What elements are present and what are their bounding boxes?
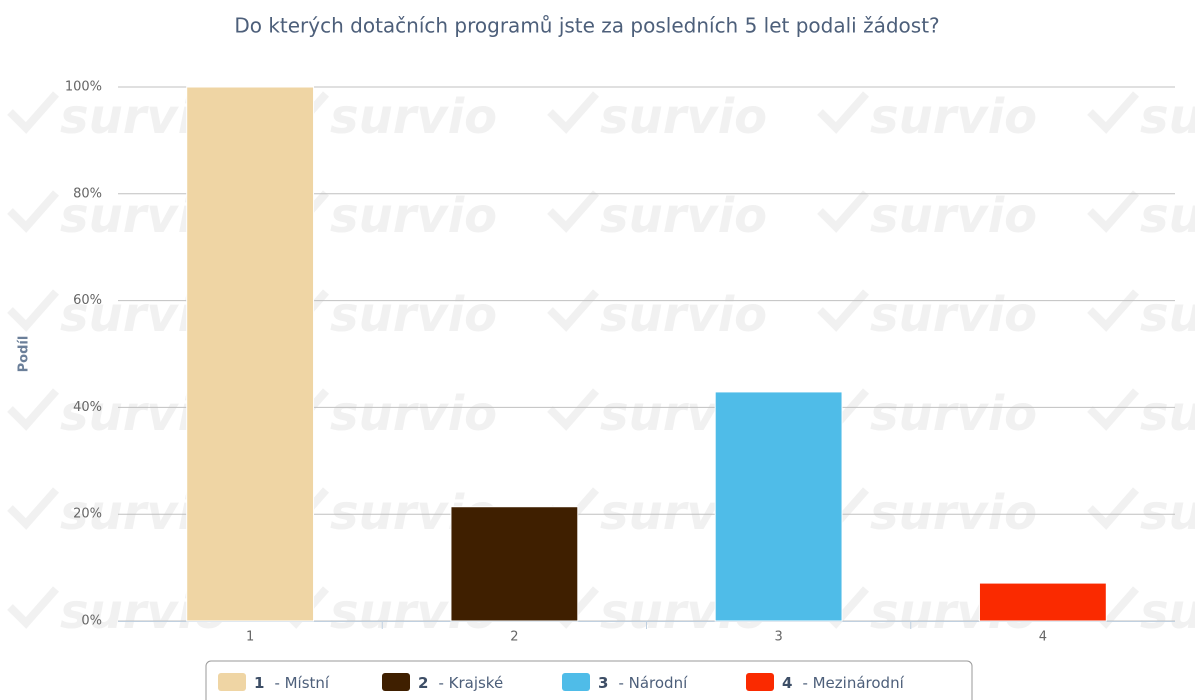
y-axis-label: Podíl bbox=[17, 336, 32, 373]
watermark-text: survio bbox=[600, 89, 767, 145]
y-tick-label: 0% bbox=[81, 614, 102, 629]
legend-name: - Krajské bbox=[438, 674, 503, 692]
watermark-text: survio bbox=[330, 188, 497, 244]
legend-swatch bbox=[562, 673, 590, 691]
legend-name: - Místní bbox=[274, 674, 329, 692]
x-tick-label: 1 bbox=[246, 630, 254, 645]
legend-swatch bbox=[746, 673, 774, 691]
watermark-check bbox=[7, 388, 59, 431]
watermark-text: survio bbox=[1140, 188, 1195, 244]
legend-swatch bbox=[382, 673, 410, 691]
legend-name: - Národní bbox=[618, 674, 688, 692]
y-tick-label: 80% bbox=[73, 186, 102, 201]
watermark-text: survio bbox=[600, 287, 767, 343]
y-tick-label: 40% bbox=[73, 400, 102, 415]
watermark-text: survio bbox=[1140, 584, 1195, 640]
watermark-text: survio bbox=[330, 287, 497, 343]
legend-number: 3 bbox=[598, 674, 608, 692]
y-tick-label: 60% bbox=[73, 293, 102, 308]
watermark-text: survio bbox=[1140, 89, 1195, 145]
watermark-check bbox=[7, 487, 59, 530]
watermark-text: survio bbox=[870, 485, 1037, 541]
watermark-check bbox=[1087, 388, 1139, 431]
watermark-check bbox=[1087, 487, 1139, 530]
legend-item: 1 - Místní bbox=[254, 674, 330, 692]
watermark-text: survio bbox=[870, 287, 1037, 343]
watermark-text: survio bbox=[870, 386, 1037, 442]
watermark-check bbox=[1087, 91, 1139, 134]
y-tick-label: 20% bbox=[73, 507, 102, 522]
legend-number: 4 bbox=[782, 674, 792, 692]
watermark-text: survio bbox=[600, 188, 767, 244]
legend-item: 3 - Národní bbox=[598, 674, 688, 692]
bar bbox=[450, 506, 579, 622]
watermark-check bbox=[547, 388, 599, 431]
watermark-check bbox=[817, 91, 869, 134]
watermark-check bbox=[7, 586, 59, 629]
legend-item: 2 - Krajské bbox=[418, 674, 503, 692]
legend-number: 1 bbox=[254, 674, 264, 692]
x-tick-label: 4 bbox=[1039, 630, 1047, 645]
bar bbox=[714, 391, 843, 622]
legend-number: 2 bbox=[418, 674, 428, 692]
legend-item: 4 - Mezinárodní bbox=[782, 674, 905, 692]
watermark-text: survio bbox=[870, 89, 1037, 145]
bar bbox=[978, 582, 1107, 622]
chart-title: Do kterých dotačních programů jste za po… bbox=[234, 14, 939, 38]
x-tick-label: 3 bbox=[774, 630, 782, 645]
x-tick-label: 2 bbox=[510, 630, 518, 645]
legend-swatch bbox=[218, 673, 246, 691]
watermark-check bbox=[547, 91, 599, 134]
watermark-text: survio bbox=[1140, 386, 1195, 442]
watermark-text: survio bbox=[870, 188, 1037, 244]
watermark-check bbox=[547, 289, 599, 332]
watermark-text: survio bbox=[1140, 287, 1195, 343]
watermark-check bbox=[7, 289, 59, 332]
watermark-check bbox=[817, 190, 869, 233]
watermark-check bbox=[1087, 289, 1139, 332]
watermark-check bbox=[817, 289, 869, 332]
watermark-check bbox=[547, 190, 599, 233]
watermark-check bbox=[1087, 190, 1139, 233]
watermark-text: survio bbox=[330, 89, 497, 145]
watermark-text: survio bbox=[330, 386, 497, 442]
bar bbox=[186, 86, 315, 622]
y-tick-label: 100% bbox=[65, 80, 102, 95]
watermark-text: survio bbox=[1140, 485, 1195, 541]
watermark-check bbox=[7, 91, 59, 134]
legend-name: - Mezinárodní bbox=[802, 674, 904, 692]
watermark-check bbox=[7, 190, 59, 233]
